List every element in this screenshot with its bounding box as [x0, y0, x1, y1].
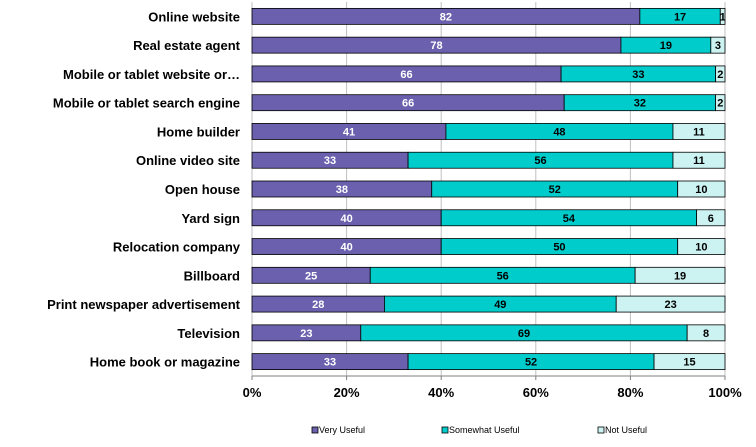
data-label: 19	[674, 270, 686, 282]
data-label: 8	[703, 328, 709, 340]
data-label: 15	[683, 357, 695, 369]
data-label: 17	[674, 11, 686, 23]
legend-label: Not Useful	[605, 425, 647, 435]
data-label: 10	[695, 242, 707, 254]
data-label: 19	[660, 40, 672, 52]
data-label: 40	[340, 213, 352, 225]
category-label: Home book or magazine	[90, 355, 240, 370]
legend-swatch	[311, 426, 319, 434]
bar-segment	[696, 209, 726, 227]
data-label: 11	[693, 155, 705, 167]
data-label: 10	[695, 184, 707, 196]
data-label: 25	[305, 270, 317, 282]
category-label: Home builder	[157, 124, 240, 139]
x-tick-label: 60%	[523, 385, 549, 400]
bar-segment	[710, 36, 726, 54]
data-label: 66	[402, 98, 414, 110]
bar-segment	[634, 266, 726, 284]
data-label: 78	[430, 40, 442, 52]
bar-segment	[686, 324, 726, 342]
bar-segment	[715, 65, 726, 83]
legend-label: Somewhat Useful	[449, 425, 520, 435]
category-label: Relocation company	[113, 240, 241, 255]
legend-swatch	[597, 426, 605, 434]
bar-segment	[677, 180, 726, 198]
data-label: 48	[553, 126, 565, 138]
data-label: 69	[518, 328, 530, 340]
data-label: 56	[497, 270, 509, 282]
category-label: Open house	[165, 182, 240, 197]
category-label: Online video site	[136, 153, 240, 168]
bar-segment	[672, 123, 726, 140]
category-label: Mobile or tablet website or…	[63, 67, 240, 82]
data-label: 66	[400, 69, 412, 81]
data-label: 23	[664, 299, 676, 311]
x-tick-label: 80%	[617, 385, 643, 400]
data-label: 52	[549, 184, 561, 196]
data-label: 50	[553, 242, 565, 254]
bar-segment	[653, 353, 726, 371]
category-label: Yard sign	[181, 211, 240, 226]
data-label: 28	[312, 299, 324, 311]
data-label: 23	[300, 328, 312, 340]
category-label: Online website	[148, 9, 240, 24]
category-label: Television	[177, 326, 240, 341]
bar-segment	[715, 94, 726, 112]
data-label: 6	[708, 213, 714, 225]
category-label: Print newspaper advertisement	[47, 297, 241, 312]
data-label: 40	[340, 242, 352, 254]
data-label: 2	[717, 69, 723, 81]
data-label: 56	[534, 155, 546, 167]
data-label: 32	[634, 98, 646, 110]
data-label: 52	[525, 357, 537, 369]
category-label: Billboard	[184, 268, 240, 283]
data-label: 2	[717, 98, 723, 110]
data-label: 54	[563, 213, 576, 225]
bar-segment	[672, 151, 726, 169]
legend-swatch	[441, 426, 449, 434]
category-label: Mobile or tablet search engine	[53, 96, 240, 111]
data-label: 33	[324, 357, 336, 369]
x-tick-label: 0%	[243, 385, 262, 400]
data-label: 3	[715, 40, 721, 52]
data-label: 38	[336, 184, 348, 196]
bar-segment	[677, 238, 726, 255]
category-label: Real estate agent	[133, 38, 241, 53]
data-label: 33	[632, 69, 644, 81]
data-label: 33	[324, 155, 336, 167]
data-label: 1	[720, 11, 726, 23]
data-label: 41	[343, 126, 355, 138]
bar-segment	[719, 7, 726, 25]
x-tick-label: 40%	[428, 385, 454, 400]
bar-segment	[615, 295, 726, 313]
data-label: 82	[440, 11, 452, 23]
x-tick-label: 100%	[708, 385, 742, 400]
legend-label: Very Useful	[319, 425, 365, 435]
data-label: 49	[494, 299, 506, 311]
x-tick-label: 20%	[334, 385, 360, 400]
data-label: 11	[693, 126, 705, 138]
